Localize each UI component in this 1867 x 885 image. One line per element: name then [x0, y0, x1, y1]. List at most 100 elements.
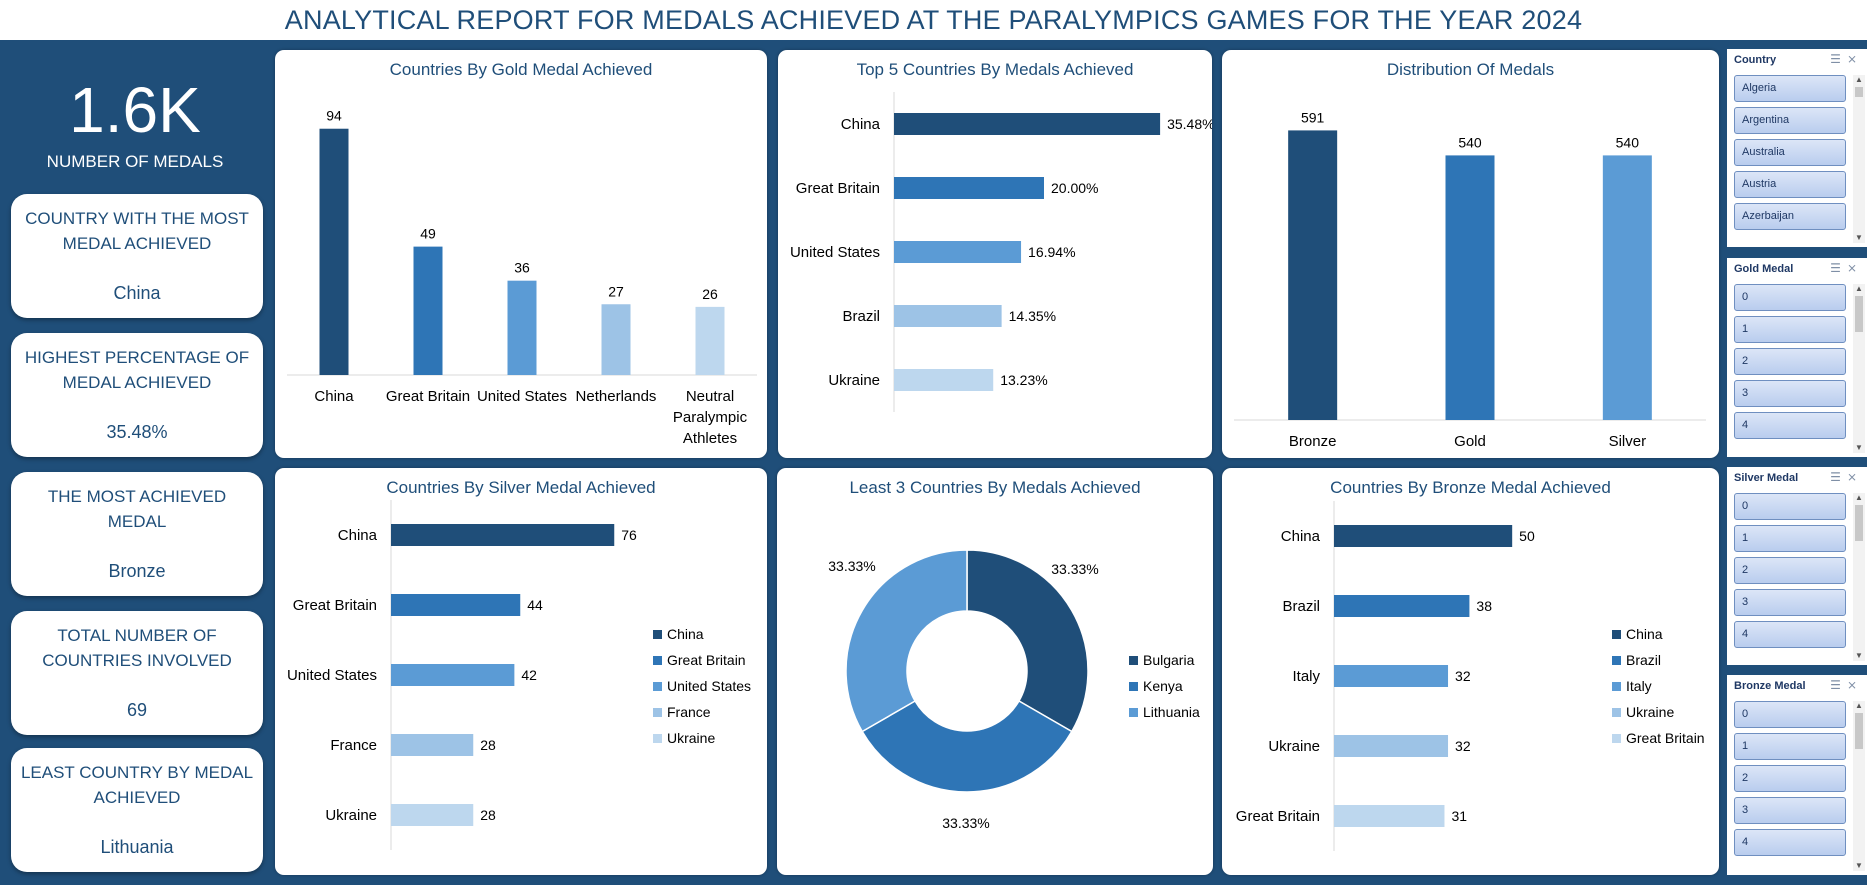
slicer-item[interactable]: 3 [1734, 589, 1846, 616]
data-label: 38 [1476, 598, 1492, 614]
slicer-scrollbar[interactable]: ▲ ▼ [1853, 75, 1865, 243]
slicer-item[interactable]: 1 [1734, 316, 1846, 343]
slicer-gold-medal[interactable]: Gold Medal ☰⨯ 0 1 2 3 4 ▲ ▼ [1727, 258, 1867, 457]
scroll-up-icon[interactable]: ▲ [1855, 701, 1863, 710]
slicer-item[interactable]: Australia [1734, 139, 1846, 166]
clear-filter-icon[interactable]: ⨯ [1846, 52, 1863, 66]
scroll-up-icon[interactable]: ▲ [1855, 75, 1863, 84]
legend-swatch [1612, 656, 1621, 665]
slicer-item[interactable]: 3 [1734, 797, 1846, 824]
bar [894, 177, 1044, 199]
bar [894, 369, 994, 391]
slicer-header: Gold Medal ☰⨯ [1727, 258, 1867, 280]
multi-select-icon[interactable]: ☰ [1830, 470, 1847, 484]
chart-title: Countries By Silver Medal Achieved [386, 478, 655, 497]
scroll-thumb[interactable] [1855, 505, 1863, 541]
chart-gold-medals: Countries By Gold Medal Achieved 94 China 4… [275, 50, 767, 458]
category-label: France [330, 737, 377, 754]
data-label: 32 [1455, 738, 1471, 754]
slicer-item[interactable]: 4 [1734, 829, 1846, 856]
legend-entry: Italy [1626, 678, 1652, 694]
data-label: 76 [621, 527, 637, 543]
multi-select-icon[interactable]: ☰ [1830, 261, 1847, 275]
multi-select-icon[interactable]: ☰ [1830, 678, 1847, 692]
bar [1334, 735, 1449, 757]
data-label: 16.94% [1028, 244, 1075, 260]
scroll-thumb[interactable] [1855, 296, 1863, 332]
slicer-title: Gold Medal [1734, 263, 1794, 275]
donut-slice [845, 549, 968, 733]
slicer-scrollbar[interactable]: ▲ ▼ [1853, 284, 1865, 453]
slicer-icons: ☰⨯ [1830, 470, 1863, 484]
slicer-item[interactable]: 0 [1734, 493, 1846, 520]
clear-filter-icon[interactable]: ⨯ [1846, 261, 1863, 275]
slicer-item[interactable]: Algeria [1734, 75, 1846, 102]
chart-canvas: Least 3 Countries By Medals Achieved 33.3… [828, 478, 1200, 831]
bar [1602, 155, 1652, 420]
scroll-thumb[interactable] [1855, 87, 1863, 97]
legend-entry: Ukraine [667, 730, 715, 746]
category-label: Great Britain [1236, 808, 1320, 825]
legend-entry: Brazil [1626, 652, 1661, 668]
scroll-down-icon[interactable]: ▼ [1855, 443, 1863, 452]
kpi-total-medals-value: 1.6K [69, 74, 201, 146]
kpi-card-value: Bronze [108, 561, 166, 581]
kpi-card-value: 69 [126, 700, 148, 720]
category-label: United States [790, 244, 880, 261]
data-label: 42 [521, 667, 537, 683]
data-label: 94 [326, 108, 342, 124]
chart-canvas: Countries By Silver Medal Achieved China 7… [287, 478, 751, 850]
slicer-item[interactable]: Azerbaijan [1734, 203, 1846, 230]
legend-entry: Lithuania [1143, 704, 1200, 720]
slicer-country[interactable]: Country ☰⨯ Algeria Argentina Australia Austri… [1727, 49, 1867, 247]
slicer-bronze-medal[interactable]: Bronze Medal ☰⨯ 0 1 2 3 4 ▲ ▼ [1727, 675, 1867, 875]
data-label: 28 [480, 807, 496, 823]
slicer-item[interactable]: 2 [1734, 348, 1846, 375]
category-label: Ukraine [1268, 738, 1320, 755]
scroll-thumb[interactable] [1855, 713, 1863, 749]
slicer-item[interactable]: 4 [1734, 412, 1846, 439]
kpi-card-top-country: COUNTRY WITH THE MOST MEDAL ACHIEVED Chi… [11, 194, 263, 318]
slicer-item[interactable]: 0 [1734, 701, 1846, 728]
scroll-up-icon[interactable]: ▲ [1855, 284, 1863, 293]
slicer-item[interactable]: 3 [1734, 380, 1846, 407]
donut-slice [861, 699, 1073, 793]
slicer-item[interactable]: 2 [1734, 557, 1846, 584]
slicer-item[interactable]: Argentina [1734, 107, 1846, 134]
slicer-silver-medal[interactable]: Silver Medal ☰⨯ 0 1 2 3 4 ▲ ▼ [1727, 467, 1867, 665]
multi-select-icon[interactable]: ☰ [1830, 52, 1847, 66]
slicer-item[interactable]: 1 [1734, 525, 1846, 552]
category-label: United States [477, 388, 567, 405]
chart-canvas: Top 5 Countries By Medals Achieved China 3… [790, 60, 1212, 412]
slicer-scrollbar[interactable]: ▲ ▼ [1853, 493, 1865, 661]
data-label: 33.33% [942, 815, 989, 831]
scroll-down-icon[interactable]: ▼ [1855, 233, 1863, 242]
bar [391, 524, 615, 546]
kpi-card-total-countries: TOTAL NUMBER OF COUNTRIES INVOLVED 69 [11, 611, 263, 735]
scroll-down-icon[interactable]: ▼ [1855, 651, 1863, 660]
legend-entry: China [667, 626, 704, 642]
kpi-total-medals-label: NUMBER OF MEDALS [46, 152, 224, 171]
legend-swatch [653, 682, 662, 691]
clear-filter-icon[interactable]: ⨯ [1846, 678, 1863, 692]
kpi-card-most-achieved-medal: THE MOST ACHIEVED MEDAL Bronze [11, 472, 263, 596]
chart-bronze-medals: Countries By Bronze Medal Achieved China 5… [1222, 468, 1719, 875]
slicer-item[interactable]: 4 [1734, 621, 1846, 648]
scroll-up-icon[interactable]: ▲ [1855, 493, 1863, 502]
slicer-scrollbar[interactable]: ▲ ▼ [1853, 701, 1865, 871]
slicer-item[interactable]: Austria [1734, 171, 1846, 198]
slicer-item[interactable]: 2 [1734, 765, 1846, 792]
clear-filter-icon[interactable]: ⨯ [1846, 470, 1863, 484]
kpi-card-title: THE MOST ACHIEVED MEDAL [47, 487, 227, 531]
category-label: Ukraine [325, 807, 377, 824]
slicer-icons: ☰⨯ [1830, 261, 1863, 275]
chart-canvas: Countries By Gold Medal Achieved 94 China 4… [287, 60, 757, 447]
scroll-down-icon[interactable]: ▼ [1855, 861, 1863, 870]
legend-swatch [1129, 708, 1138, 717]
category-label: China [1281, 528, 1321, 545]
bar [1445, 155, 1495, 420]
slicer-item[interactable]: 1 [1734, 733, 1846, 760]
category-label: United States [287, 667, 377, 684]
slicer-item[interactable]: 0 [1734, 284, 1846, 311]
